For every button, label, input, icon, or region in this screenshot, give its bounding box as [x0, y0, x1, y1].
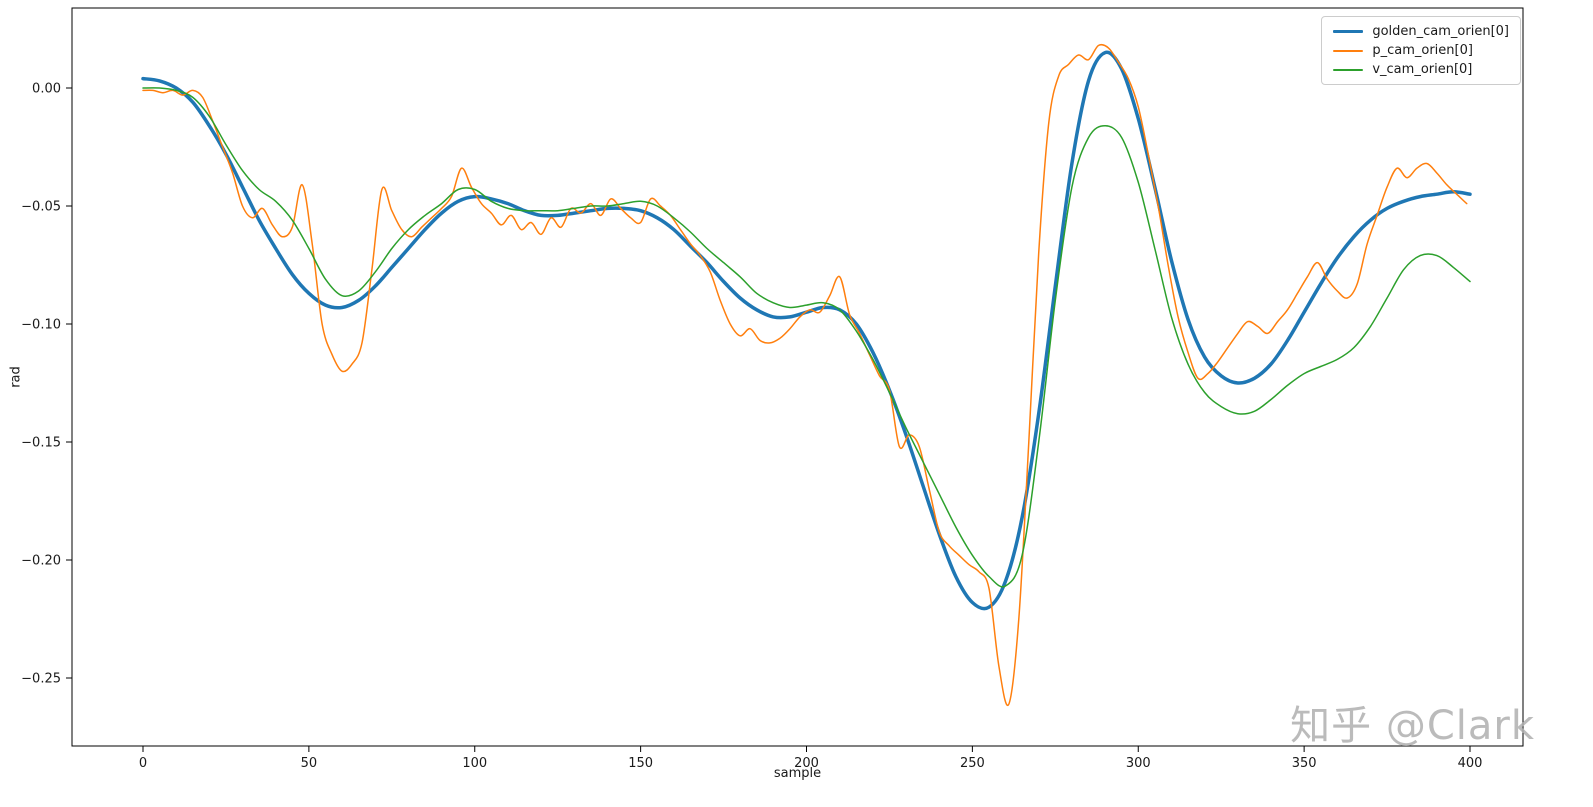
legend-item-golden-cam-orien: golden_cam_orien[0]: [1333, 25, 1509, 38]
watermark: 知乎 @Clark: [1290, 703, 1535, 749]
y-tick-label: 0.00: [32, 82, 61, 97]
x-axis-label: sample: [773, 766, 822, 781]
legend-label-v: v_cam_orien[0]: [1372, 62, 1473, 77]
legend-line-swatch-golden: [1333, 29, 1364, 34]
y-tick-label: −0.25: [21, 672, 61, 687]
y-tick-label: −0.15: [21, 436, 61, 451]
y-axis-label: rad: [8, 366, 24, 388]
legend-line-swatch-v: [1333, 68, 1364, 71]
legend-label-golden: golden_cam_orien[0]: [1372, 24, 1509, 39]
legend: golden_cam_orien[0] p_cam_orien[0] v_cam…: [1321, 16, 1521, 85]
x-tick-label: 350: [1292, 756, 1317, 771]
series-line-2: [142, 87, 1471, 588]
y-tick-label: −0.10: [21, 318, 61, 333]
y-tick-label: −0.05: [21, 200, 61, 215]
legend-line-swatch-p: [1333, 49, 1364, 52]
legend-label-p: p_cam_orien[0]: [1372, 43, 1473, 58]
x-tick-label: 400: [1458, 756, 1483, 771]
plot-frame: [71, 7, 1524, 747]
x-tick-label: 250: [960, 756, 985, 771]
series-line-1: [142, 43, 1468, 707]
legend-item-v-cam-orien: v_cam_orien[0]: [1333, 63, 1509, 76]
x-tick-label: 200: [794, 756, 819, 771]
x-tick-label: 0: [139, 756, 147, 771]
x-tick-label: 50: [301, 756, 318, 771]
y-tick-label: −0.20: [21, 554, 61, 569]
x-tick-label: 150: [628, 756, 653, 771]
legend-item-p-cam-orien: p_cam_orien[0]: [1333, 44, 1509, 57]
x-tick-label: 300: [1126, 756, 1151, 771]
x-tick-label: 100: [462, 756, 487, 771]
